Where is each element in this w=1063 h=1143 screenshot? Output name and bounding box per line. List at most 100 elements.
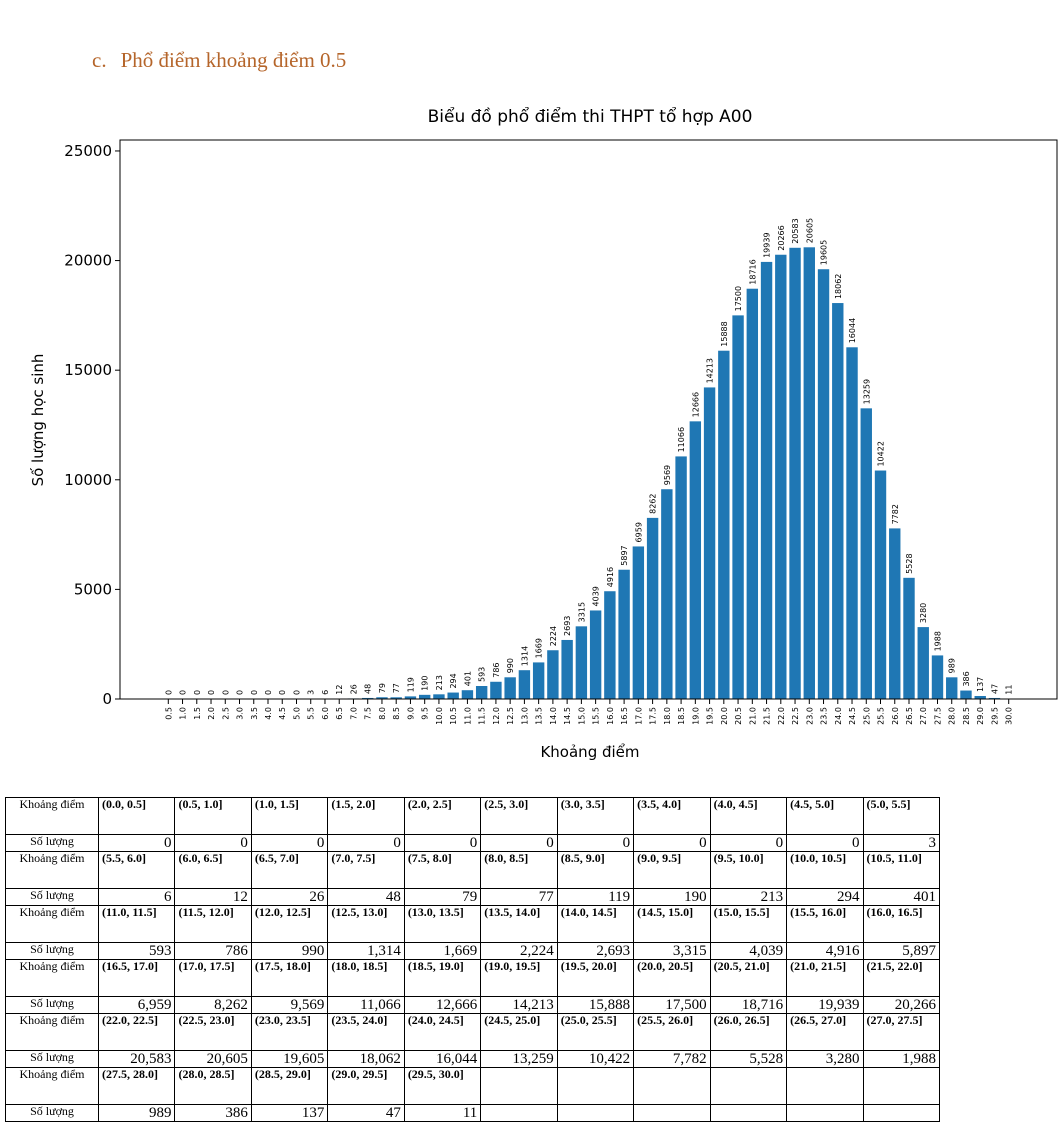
data-label: 1314 (520, 646, 529, 666)
range-cell: (8.5, 9.0] (556, 851, 635, 889)
bar (832, 303, 844, 699)
range-cell: (4.0, 4.5] (709, 797, 788, 835)
x-tick-label: 8.5 (392, 707, 401, 720)
count-cell: 5,897 (862, 942, 941, 960)
range-cell (556, 1067, 635, 1105)
x-tick-label: 10.0 (435, 707, 444, 725)
heading-marker: c. (92, 48, 107, 72)
data-label: 4916 (606, 567, 615, 587)
bar (490, 681, 502, 699)
count-cell: 79 (403, 888, 482, 906)
range-cell: (10.0, 10.5] (786, 851, 864, 889)
x-tick-label: 24.5 (848, 707, 857, 725)
range-cell: (1.0, 1.5] (250, 797, 329, 835)
x-tick-label: 29.5 (990, 707, 999, 725)
bar (860, 408, 872, 699)
count-cell (786, 1104, 864, 1122)
x-tick-label: 6.0 (321, 707, 330, 720)
row-header: Khoảng điểm (5, 1013, 99, 1051)
data-label: 5897 (620, 545, 629, 565)
x-tick-label: 26.5 (905, 707, 914, 725)
count-cell: 20,583 (97, 1050, 176, 1068)
data-label: 20266 (777, 225, 786, 250)
range-cell (786, 1067, 864, 1105)
range-cell: (19.5, 20.0] (556, 959, 635, 997)
range-cell: (12.5, 13.0] (327, 905, 405, 943)
range-cell: (20.0, 20.5] (633, 959, 711, 997)
count-cell: 2,693 (556, 942, 635, 960)
x-tick-label: 9.5 (421, 707, 430, 720)
count-cell: 0 (786, 834, 864, 852)
data-label: 0 (221, 690, 230, 695)
x-tick-label: 25.0 (862, 707, 871, 725)
count-cell: 0 (403, 834, 482, 852)
range-cell: (12.0, 12.5] (250, 905, 329, 943)
bar (518, 670, 531, 699)
x-tick-label: 4.5 (278, 707, 287, 720)
range-cell: (25.0, 25.5] (556, 1013, 635, 1051)
bar (946, 677, 958, 699)
count-cell: 10,422 (556, 1050, 635, 1068)
count-cell: 3,315 (633, 942, 711, 960)
data-label: 0 (179, 690, 188, 695)
data-label: 12 (335, 685, 344, 695)
bar (362, 697, 374, 699)
count-cell: 1,669 (403, 942, 482, 960)
count-cell: 0 (97, 834, 176, 852)
heading: c. Phổ điểm khoảng điểm 0.5 (92, 48, 360, 73)
bar (846, 347, 858, 699)
range-cell: (15.0, 15.5] (709, 905, 788, 943)
count-cell: 19,605 (250, 1050, 329, 1068)
x-tick-label: 13.5 (535, 707, 544, 725)
data-label: 18716 (748, 259, 757, 284)
bar (689, 421, 702, 699)
range-cell: (6.0, 6.5] (174, 851, 252, 889)
data-label: 786 (492, 662, 501, 677)
bar (760, 261, 773, 699)
data-label: 16044 (848, 318, 857, 343)
data-label: 0 (278, 690, 287, 695)
range-cell: (24.5, 25.0] (480, 1013, 558, 1051)
range-cell: (14.0, 14.5] (556, 905, 635, 943)
data-label: 14213 (706, 358, 715, 383)
y-tick-label: 15000 (64, 361, 112, 379)
range-cell: (11.5, 12.0] (174, 905, 252, 943)
count-cell (633, 1104, 711, 1122)
count-cell: 14,213 (480, 996, 558, 1014)
bar (604, 591, 616, 699)
chart: Biểu đồ phổ điểm thi THPT tổ hợp A00 Kho… (29, 106, 1058, 761)
range-row: Khoảng điểm (0.0, 0.5] (0.5, 1.0] (1.0, 1.5… (5, 797, 941, 835)
range-cell: (28.5, 29.0] (250, 1067, 329, 1105)
row-header: Số lượng (5, 1050, 99, 1068)
x-tick-label: 19.0 (691, 707, 700, 725)
count-row: Số lượng 989 386 137 47 11 (5, 1104, 941, 1122)
x-tick-label: 29.0 (976, 707, 985, 725)
range-cell: (9.0, 9.5] (633, 851, 711, 889)
y-tick-label: 0 (102, 690, 112, 708)
data-label: 294 (449, 673, 458, 688)
bar (547, 650, 559, 699)
x-tick-label: 18.0 (663, 707, 672, 725)
count-cell: 0 (556, 834, 635, 852)
row-header: Số lượng (5, 834, 99, 852)
count-cell: 190 (633, 888, 711, 906)
bar (618, 569, 630, 699)
count-cell: 8,262 (174, 996, 252, 1014)
count-cell: 5,528 (709, 1050, 788, 1068)
count-row: Số lượng 0 0 0 0 0 0 0 0 0 0 3 (5, 834, 941, 852)
bar (775, 254, 787, 699)
count-cell: 12 (174, 888, 252, 906)
bar (988, 697, 1001, 699)
count-cell: 3 (862, 834, 941, 852)
range-cell: (22.0, 22.5] (97, 1013, 176, 1051)
data-label: 4039 (592, 586, 601, 606)
range-cell: (27.0, 27.5] (862, 1013, 941, 1051)
range-cell: (2.0, 2.5] (403, 797, 482, 835)
count-cell: 19,939 (786, 996, 864, 1014)
count-cell: 9,569 (250, 996, 329, 1014)
bar (447, 692, 459, 699)
range-cell: (15.5, 16.0] (786, 905, 864, 943)
data-label: 3315 (577, 602, 586, 622)
bar (874, 470, 887, 699)
